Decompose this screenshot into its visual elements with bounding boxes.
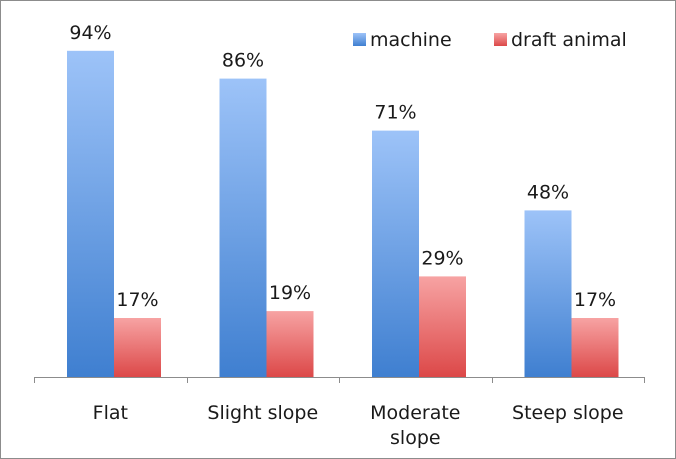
- category-label-1: Slight slope: [207, 402, 318, 424]
- bar-draft-animal-1: [266, 311, 314, 377]
- bar-machine-0: [67, 50, 114, 378]
- bar-draft-animal-0: [114, 318, 161, 377]
- legend-swatch-draft-animal: [494, 33, 507, 46]
- bar-machine-3: [524, 210, 572, 377]
- value-label-machine-0: 94%: [69, 22, 111, 44]
- labels-layer: 94% 17% Flat 86% 19% Slight slope 71% 29% Modera…: [69, 22, 623, 449]
- legend-swatch-machine: [353, 33, 366, 46]
- value-label-draft-animal-1: 19%: [269, 282, 311, 304]
- legend: machine draft animal: [353, 29, 627, 51]
- value-label-draft-animal-3: 17%: [574, 289, 616, 311]
- value-label-machine-2: 71%: [374, 102, 416, 124]
- bar-machine-1: [219, 78, 267, 377]
- category-label-2-line-0: Moderate: [370, 402, 460, 424]
- value-label-draft-animal-0: 17%: [116, 289, 158, 311]
- category-label-3: Steep slope: [512, 402, 624, 424]
- bars-layer: [67, 50, 619, 378]
- bar-draft-animal-2: [419, 276, 466, 377]
- category-label-0: Flat: [93, 402, 128, 424]
- bar-machine-2: [372, 130, 419, 377]
- bar-draft-animal-3: [571, 318, 619, 377]
- x-axis: [34, 377, 645, 383]
- value-label-draft-animal-2: 29%: [421, 247, 463, 269]
- value-label-machine-1: 86%: [222, 50, 264, 72]
- category-label-2-line-1: slope: [390, 427, 441, 449]
- legend-label-machine: machine: [370, 29, 452, 51]
- legend-label-draft-animal: draft animal: [511, 29, 627, 51]
- value-label-machine-3: 48%: [527, 181, 569, 203]
